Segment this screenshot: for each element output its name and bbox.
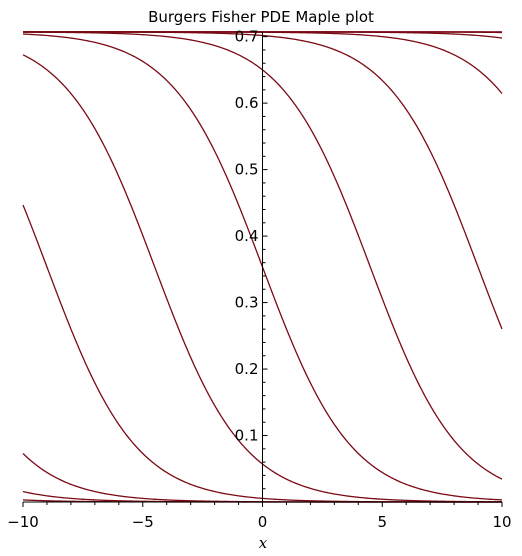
y-tick-label: 0.3 [235, 294, 259, 312]
x-tick-label: −5 [132, 513, 154, 531]
x-tick-label: 0 [258, 513, 268, 531]
axes: −10 −5 0 5 10 0.1 0.2 0.3 0.4 0.5 0.6 0.7 [7, 28, 511, 531]
y-tick-label: 0.7 [235, 28, 259, 46]
y-tick-label: 0.6 [235, 94, 259, 112]
x-axis-label: x [259, 534, 268, 552]
y-tick-label: 0.2 [235, 360, 259, 378]
x-tick-label: 10 [492, 513, 511, 531]
y-tick-label: 0.1 [235, 427, 259, 445]
y-tick-label: 0.4 [235, 227, 259, 245]
x-tick-label: −10 [7, 513, 39, 531]
y-tick-label: 0.5 [235, 161, 259, 179]
x-tick-label: 5 [377, 513, 387, 531]
chart-title: Burgers Fisher PDE Maple plot [148, 8, 374, 26]
